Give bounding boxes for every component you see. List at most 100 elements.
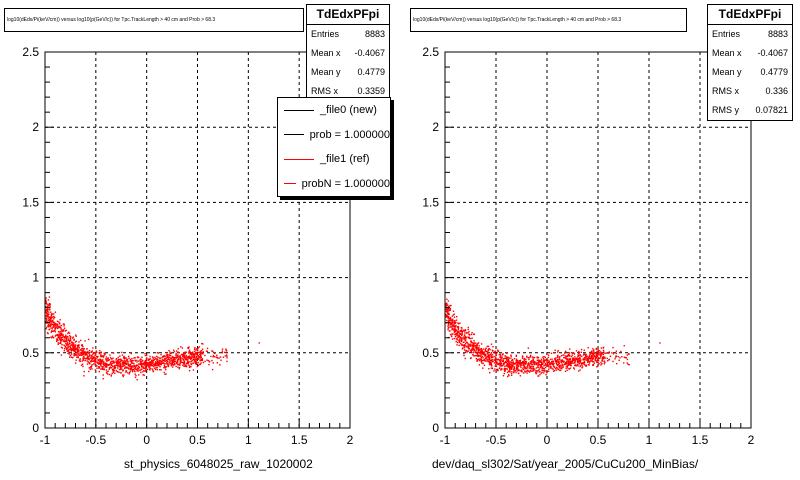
scatter-point	[571, 354, 574, 356]
scatter-point	[539, 373, 541, 376]
scatter-point	[160, 363, 163, 366]
scatter-point	[537, 375, 540, 377]
scatter-point	[596, 350, 598, 353]
scatter-point	[172, 355, 174, 358]
scatter-point	[508, 364, 510, 367]
scatter-point	[585, 357, 587, 359]
scatter-point	[73, 352, 76, 355]
scatter-point	[70, 347, 72, 350]
scatter-point	[175, 365, 177, 368]
scatter-point	[84, 359, 86, 362]
scatter-point	[556, 364, 559, 367]
scatter-point	[560, 359, 562, 362]
y-tick-label: 0.5	[422, 346, 439, 360]
scatter-point	[563, 363, 566, 366]
scatter-point	[188, 357, 191, 360]
scatter-point	[56, 320, 59, 322]
scatter-point	[91, 355, 93, 357]
scatter-point	[102, 356, 105, 358]
scatter-point	[587, 361, 589, 363]
scatter-point	[105, 359, 107, 361]
scatter-point	[612, 360, 614, 363]
scatter-point	[567, 364, 570, 367]
scatter-point	[496, 351, 498, 354]
scatter-point	[63, 323, 65, 326]
scatter-point	[517, 362, 520, 364]
scatter-point	[540, 363, 542, 366]
scatter-point	[628, 353, 630, 355]
scatter-point	[145, 358, 147, 360]
left-stats-value: 0.3359	[357, 86, 385, 96]
scatter-point	[509, 368, 511, 371]
scatter-point	[62, 333, 64, 336]
scatter-point	[463, 345, 465, 348]
scatter-point	[626, 362, 628, 364]
scatter-point	[490, 362, 492, 364]
scatter-point	[543, 370, 545, 372]
scatter-point	[568, 359, 570, 361]
scatter-point	[51, 313, 54, 315]
scatter-point	[164, 367, 167, 369]
scatter-point	[532, 368, 534, 371]
scatter-point	[450, 304, 452, 307]
scatter-point	[473, 344, 476, 347]
scatter-point	[513, 371, 515, 373]
scatter-point	[103, 369, 105, 371]
scatter-point	[595, 356, 598, 359]
scatter-point	[65, 342, 67, 345]
scatter-point	[156, 368, 159, 371]
scatter-point	[155, 362, 158, 364]
scatter-point	[190, 362, 192, 365]
scatter-point	[461, 348, 464, 350]
scatter-point	[68, 335, 71, 337]
scatter-point	[455, 315, 458, 318]
scatter-point	[156, 358, 159, 360]
right-stats-row: RMS y 0.07821	[708, 101, 792, 120]
scatter-point	[451, 320, 453, 323]
scatter-point	[547, 356, 550, 359]
scatter-point	[197, 357, 199, 359]
scatter-point	[524, 370, 526, 373]
scatter-point	[596, 361, 598, 363]
scatter-point	[86, 348, 88, 350]
scatter-point	[559, 358, 561, 361]
scatter-point	[532, 356, 535, 359]
scatter-point	[178, 366, 181, 369]
scatter-point	[173, 359, 175, 361]
right-stats-name: TdEdxPFpi	[708, 5, 792, 25]
scatter-point	[83, 375, 85, 377]
scatter-point	[488, 356, 491, 358]
scatter-point	[559, 366, 561, 368]
scatter-point	[446, 302, 448, 305]
scatter-point	[118, 361, 120, 363]
scatter-point	[475, 342, 477, 344]
scatter-point	[548, 361, 550, 363]
scatter-point	[465, 345, 468, 348]
scatter-point	[179, 364, 181, 367]
left-plot-title: log10(dEdx/Pi(keV/cm)) versus log10(p(Ge…	[4, 8, 304, 32]
scatter-point	[64, 337, 66, 339]
scatter-point	[84, 351, 87, 353]
scatter-point	[447, 322, 450, 325]
scatter-point	[50, 336, 52, 338]
scatter-point	[128, 368, 130, 370]
x-tick-label: 0	[143, 433, 150, 447]
scatter-point	[136, 359, 138, 362]
scatter-point	[156, 352, 159, 354]
scatter-point	[465, 341, 468, 344]
scatter-point	[488, 358, 491, 361]
scatter-point	[158, 363, 161, 365]
scatter-point	[467, 350, 470, 352]
scatter-point	[608, 358, 611, 361]
scatter-point	[133, 365, 136, 368]
scatter-point	[154, 368, 157, 371]
scatter-point	[499, 353, 501, 356]
scatter-point	[464, 332, 466, 334]
scatter-point	[142, 360, 144, 362]
scatter-point	[63, 344, 65, 346]
scatter-point	[506, 356, 508, 358]
scatter-point	[600, 361, 602, 364]
scatter-point	[50, 314, 53, 317]
scatter-point	[446, 298, 448, 300]
scatter-point	[551, 360, 553, 363]
